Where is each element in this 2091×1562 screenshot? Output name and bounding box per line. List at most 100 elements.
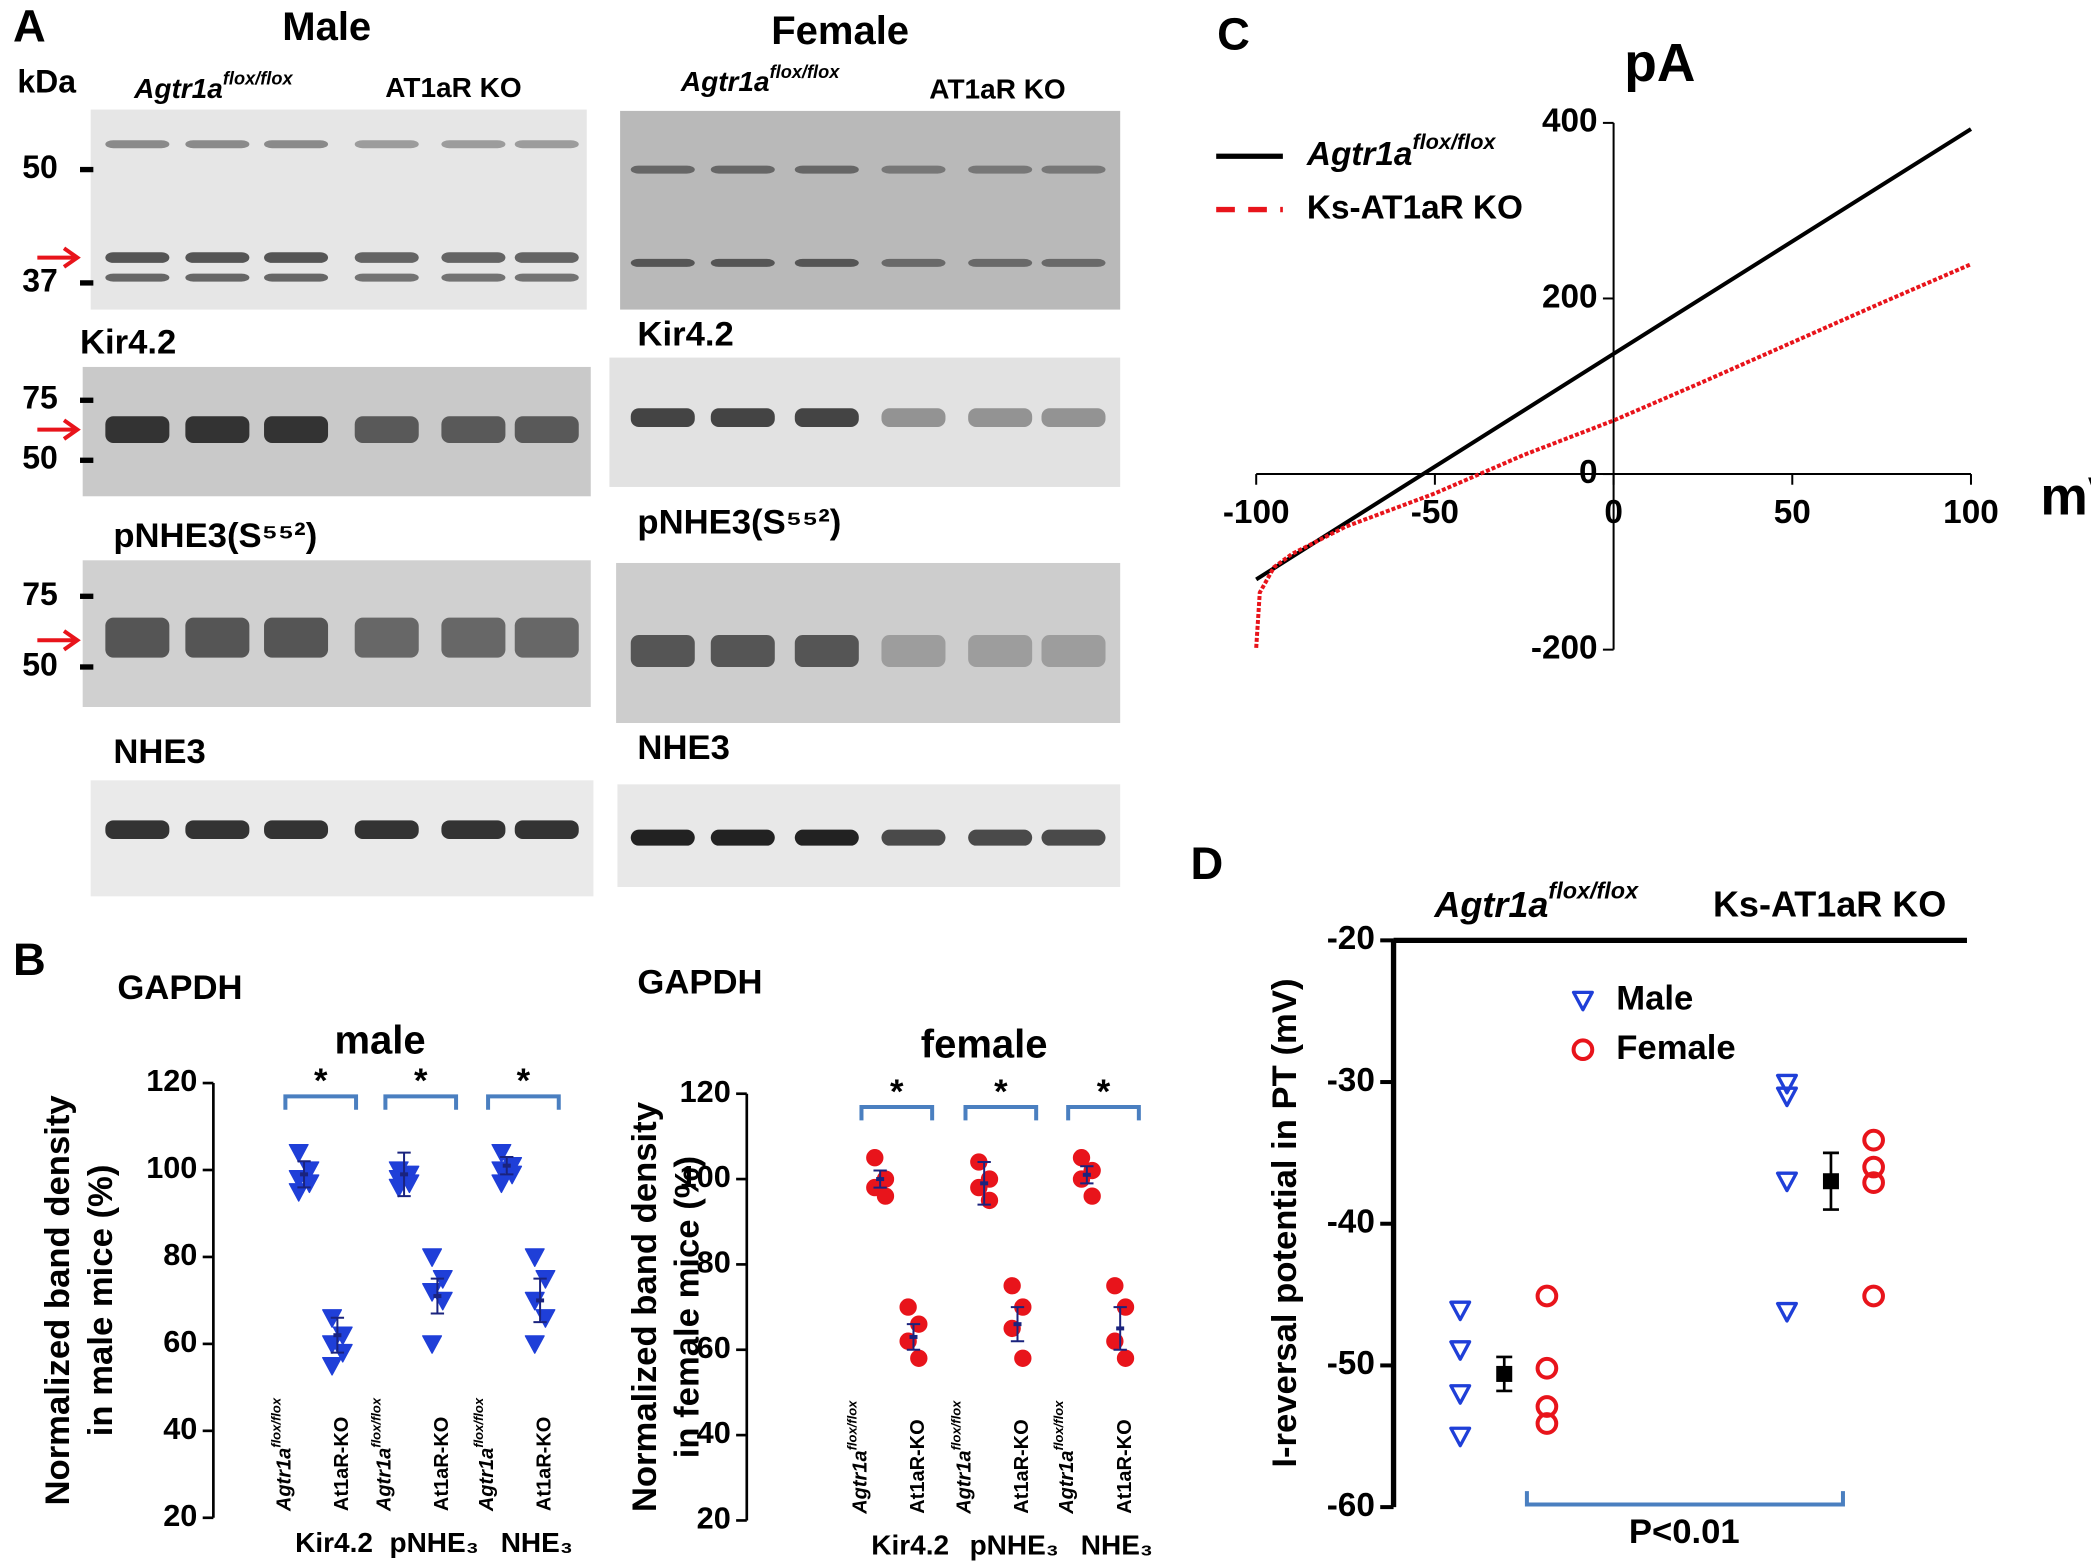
blot-band <box>794 258 859 267</box>
data-point <box>1449 1384 1472 1405</box>
data-point <box>1003 1277 1021 1295</box>
data-point <box>1106 1277 1124 1295</box>
legend-label: Male <box>1616 980 1693 1018</box>
significance-bracket <box>1066 1105 1141 1121</box>
y-tick-label: 20 <box>163 1499 197 1533</box>
blot-band <box>881 408 946 427</box>
blot-band <box>630 829 695 846</box>
blot-band <box>441 140 506 149</box>
group-label: At1aR-KO <box>534 1417 556 1511</box>
y-axis-label: in male mice (%) <box>82 1165 120 1437</box>
y-tick-label: 60 <box>163 1325 197 1359</box>
data-point <box>422 1335 443 1354</box>
x-tick-label: Kir4.2 <box>295 1527 373 1558</box>
group-label-main: Agtr1a <box>850 1450 872 1514</box>
significance-bracket <box>859 1105 935 1121</box>
blot-column-label: AT1aR KO <box>385 72 521 103</box>
blot-column-label: Agtr1aflox/flox <box>133 69 293 105</box>
group-label-sup: flox/flox <box>369 1397 384 1448</box>
x-tick-label: NHE₃ <box>501 1527 573 1558</box>
protein-label: Kir4.2 <box>80 323 176 361</box>
y-tick-label: 100 <box>146 1151 197 1185</box>
blot-band <box>881 258 946 267</box>
marker-dash <box>80 457 94 463</box>
group-label: At1aR-KO <box>431 1417 453 1511</box>
y-tick-label: 120 <box>146 1064 197 1098</box>
marker-dash <box>80 593 94 599</box>
blot-title: Female <box>771 9 909 53</box>
blot-band <box>185 252 250 263</box>
data-point <box>866 1149 884 1167</box>
y-tick-label: 80 <box>163 1238 197 1272</box>
blot-band <box>881 829 946 846</box>
group-label: Agtr1aflox/flox <box>269 1397 296 1512</box>
data-point <box>1775 1301 1798 1323</box>
y-tick-label: -60 <box>1327 1487 1375 1524</box>
blot-column-label: AT1aR KO <box>929 73 1065 104</box>
kda-marker: 75 <box>22 576 58 612</box>
protein-label: GAPDH <box>117 969 242 1007</box>
blot-image <box>617 784 1121 888</box>
data-point <box>899 1298 917 1316</box>
blot-band <box>710 165 775 174</box>
series-line <box>1254 262 1972 649</box>
group-label-main: Agtr1a <box>476 1448 498 1512</box>
y-tick-label: 80 <box>697 1246 731 1280</box>
mean-mark <box>1822 1173 1839 1190</box>
panel-label: C <box>1217 9 1250 60</box>
kda-marker: 50 <box>22 440 58 476</box>
panel-label: B <box>13 934 46 985</box>
panel-label: A <box>13 1 46 52</box>
data-point <box>1449 1300 1472 1322</box>
data-point <box>876 1187 895 1205</box>
blot-band <box>105 416 170 443</box>
marker-dash <box>80 166 94 173</box>
chart-subtitle: male <box>334 1019 425 1063</box>
blot-image <box>90 780 594 897</box>
blot-band <box>968 634 1033 667</box>
group-label: At1aR-KO <box>907 1419 929 1513</box>
blot-band <box>185 617 250 658</box>
group-label-main: Agtr1a <box>274 1448 296 1512</box>
x-tick-label: Kir4.2 <box>871 1530 949 1561</box>
data-point <box>422 1248 443 1267</box>
blot-band <box>185 416 250 443</box>
group-label-sup: flox/flox <box>269 1397 284 1448</box>
legend-label: Female <box>1616 1029 1735 1067</box>
y-tick-label: 100 <box>680 1160 731 1194</box>
annotation: P<0.01 <box>1629 1513 1740 1551</box>
blot-band <box>794 829 859 846</box>
blot-band <box>441 820 506 840</box>
protein-label: Kir4.2 <box>637 315 733 353</box>
band-arrow-head <box>62 418 81 441</box>
y-axis-label: in female mice (%) <box>669 1156 707 1458</box>
blot-band <box>514 820 579 840</box>
group-label: Agtr1aflox/flox <box>369 1397 396 1512</box>
data-point <box>1072 1149 1091 1167</box>
blot-band <box>630 634 695 667</box>
legend-label: Agtr1aflox/flox <box>1306 129 1497 173</box>
blot-band <box>514 252 579 263</box>
protein-label: NHE3 <box>113 733 205 771</box>
group-label: At1aR-KO <box>1114 1419 1136 1513</box>
legend-label: Ks-AT1aR KO <box>1307 189 1523 226</box>
blot-band <box>441 252 506 263</box>
blot-band <box>710 408 775 427</box>
blot-column-label-sup: flox/flox <box>770 62 841 82</box>
blot-band <box>105 273 170 282</box>
blot-band <box>264 252 329 263</box>
y-tick-label: 200 <box>1542 278 1598 315</box>
blot-band <box>441 273 506 282</box>
blot-band <box>185 273 250 282</box>
category-label: Ks-AT1aR KO <box>1713 884 1946 925</box>
marker-dash <box>80 280 94 286</box>
blot-band <box>185 820 250 840</box>
blot-band <box>630 258 695 267</box>
category-label-sup: flox/flox <box>1548 878 1639 904</box>
blot-band <box>881 165 946 174</box>
blot-band <box>514 140 579 149</box>
blot-band <box>354 820 419 840</box>
blot-image <box>620 110 1121 310</box>
group-label: Agtr1aflox/flox <box>472 1397 499 1512</box>
